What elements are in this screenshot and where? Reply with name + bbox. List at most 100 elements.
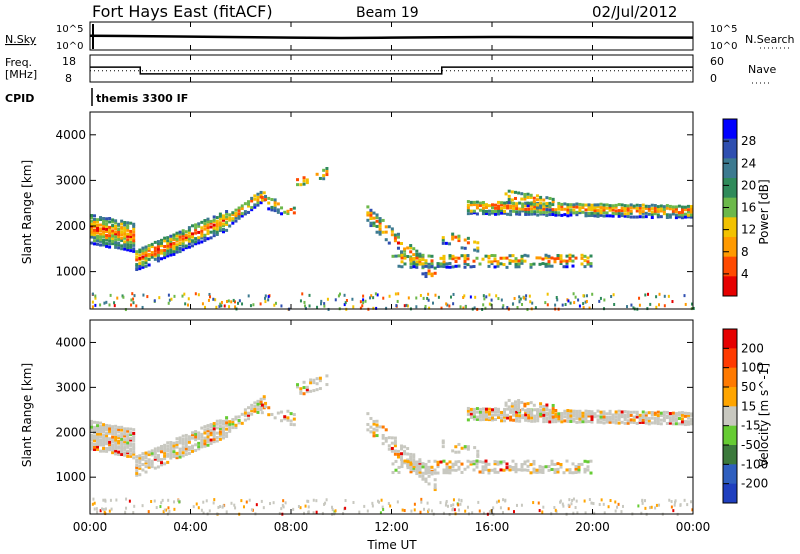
velocity-echo-cell: [490, 468, 494, 472]
power-echo-cell: [369, 221, 373, 225]
velocity-echo-cell: [172, 455, 176, 459]
velocity-echo-cell: [641, 414, 645, 418]
power-echo-cell: [163, 250, 167, 254]
velocity-echo-cell: [424, 468, 428, 472]
power-echo-cell: [541, 262, 545, 266]
velocity-noise-cell: [141, 504, 144, 508]
velocity-echo-cell: [175, 451, 179, 455]
velocity-echo-cell: [156, 458, 160, 462]
power-echo-cell: [218, 214, 222, 218]
velocity-echo-cell: [575, 414, 579, 418]
power-echo-cell: [267, 207, 271, 211]
velocity-echo-cell: [493, 470, 497, 474]
velocity-echo-cell: [538, 468, 542, 472]
velocity-echo-cell: [129, 438, 133, 442]
velocity-echo-cell: [430, 471, 434, 475]
power-echo-cell: [445, 262, 449, 266]
velocity-echo-cell: [221, 436, 225, 440]
velocity-echo-cell: [138, 456, 142, 460]
power-echo-cell: [218, 226, 222, 230]
power-echo-cell: [172, 244, 176, 248]
velocity-echo-cell: [487, 471, 491, 475]
power-echo-cell: [117, 237, 121, 241]
velocity-echo-cell: [547, 468, 551, 472]
power-echo-cell: [659, 209, 663, 213]
power-noise-cell: [131, 292, 134, 296]
velocity-echo-cell: [156, 454, 160, 458]
velocity-echo-cell: [620, 420, 624, 424]
power-echo-cell: [509, 204, 513, 208]
velocity-echo-cell: [117, 452, 121, 456]
power-echo-cell: [218, 217, 222, 221]
velocity-echo-cell: [394, 468, 398, 472]
velocity-echo-cell: [150, 459, 154, 463]
power-noise-cell: [338, 292, 341, 296]
power-noise-cell: [219, 302, 222, 306]
velocity-echo-cell: [206, 437, 210, 441]
power-echo-cell: [517, 259, 521, 263]
velocity-echo-cell: [160, 444, 164, 448]
power-echo-cell: [129, 232, 133, 236]
power-echo-cell: [403, 256, 407, 260]
velocity-echo-cell: [166, 454, 170, 458]
power-echo-cell: [253, 205, 257, 209]
power-echo-cell: [250, 208, 254, 212]
velocity-echo-cell: [554, 414, 558, 418]
power-echo-cell: [153, 246, 157, 250]
velocity-echo-cell: [225, 423, 229, 427]
velocity-echo-cell: [539, 402, 543, 406]
velocity-echo-cell: [433, 478, 437, 482]
power-echo-cell: [490, 203, 494, 207]
power-echo-cell: [153, 240, 157, 244]
power-echo-cell: [427, 254, 431, 258]
nsky-ytick-lower: 10^0: [56, 41, 83, 52]
velocity-echo-cell: [93, 425, 97, 429]
power-echo-cell: [535, 206, 539, 210]
power-echo-cell: [126, 240, 130, 244]
velocity-noise-cell: [674, 500, 677, 504]
power-echo-cell: [120, 230, 124, 234]
velocity-echo-cell: [644, 413, 648, 417]
power-echo-cell: [466, 254, 470, 258]
power-noise-cell: [469, 295, 472, 299]
power-echo-cell: [150, 253, 154, 257]
velocity-echo-cell: [299, 391, 303, 395]
velocity-echo-cell: [484, 417, 488, 421]
power-echo-cell: [191, 232, 195, 236]
power-echo-cell: [617, 214, 621, 218]
velocity-echo-cell: [484, 462, 488, 466]
velocity-echo-cell: [671, 416, 675, 420]
power-noise-cell: [578, 304, 581, 308]
power-echo-cell: [527, 210, 531, 214]
velocity-noise-cell: [208, 509, 211, 513]
velocity-echo-cell: [117, 425, 121, 429]
power-echo-cell: [415, 265, 419, 269]
velocity-echo-cell: [184, 449, 188, 453]
power-echo-cell: [560, 202, 564, 206]
power-noise-cell: [153, 299, 156, 303]
power-echo-cell: [472, 200, 476, 204]
velocity-echo-cell: [90, 422, 93, 426]
power-echo-cell: [228, 213, 232, 217]
power-noise-cell: [105, 300, 108, 304]
velocity-echo-cell: [623, 410, 627, 414]
velocity-noise-cell: [593, 511, 596, 515]
power-echo-cell: [514, 262, 518, 266]
power-echo-cell: [372, 221, 376, 225]
power-noise-cell: [274, 301, 277, 305]
velocity-echo-cell: [584, 409, 588, 413]
power-echo-cell: [400, 242, 404, 246]
power-echo-cell: [111, 231, 115, 235]
power-echo-cell: [542, 210, 546, 214]
power-echo-cell: [497, 204, 501, 208]
power-colorbar-label: 16: [741, 201, 756, 215]
power-echo-cell: [212, 234, 216, 238]
velocity-noise-cell: [115, 498, 118, 502]
power-noise-cell: [343, 293, 346, 297]
velocity-echo-cell: [659, 418, 663, 422]
power-echo-cell: [656, 213, 660, 217]
velocity-echo-cell: [400, 465, 404, 469]
power-echo-cell: [593, 209, 597, 213]
velocity-echo-cell: [535, 468, 539, 472]
velocity-noise-cell: [163, 508, 166, 512]
